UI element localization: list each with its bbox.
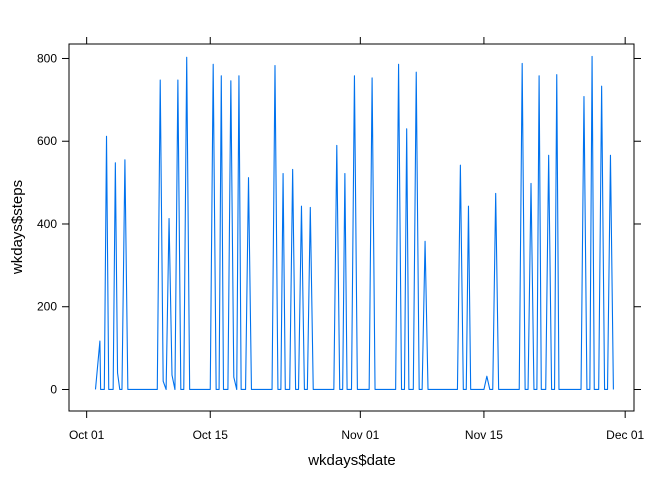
y-axis-title: wkdays$steps: [9, 180, 26, 275]
x-tick-label: Oct 01: [69, 428, 105, 442]
x-tick-label: Oct 15: [193, 428, 229, 442]
x-tick-label: Nov 15: [465, 428, 503, 442]
x-axis-title: wkdays$date: [307, 452, 396, 469]
series-line-0: [94, 55, 614, 391]
y-tick-label: 0: [50, 382, 57, 396]
x-tick-label: Nov 01: [341, 428, 379, 442]
plot-frame: [68, 43, 635, 412]
y-tick-label: 800: [37, 51, 57, 65]
y-tick-label: 400: [37, 217, 57, 231]
y-tick-label: 200: [37, 300, 57, 314]
axis-ticks: Oct 01 Oct 15 Nov 01 Nov 15 Dec 01 0 200 400 600…: [37, 37, 645, 442]
series-layer: [94, 55, 614, 391]
y-tick-label: 600: [37, 134, 57, 148]
x-tick-label: Dec 01: [606, 428, 644, 442]
